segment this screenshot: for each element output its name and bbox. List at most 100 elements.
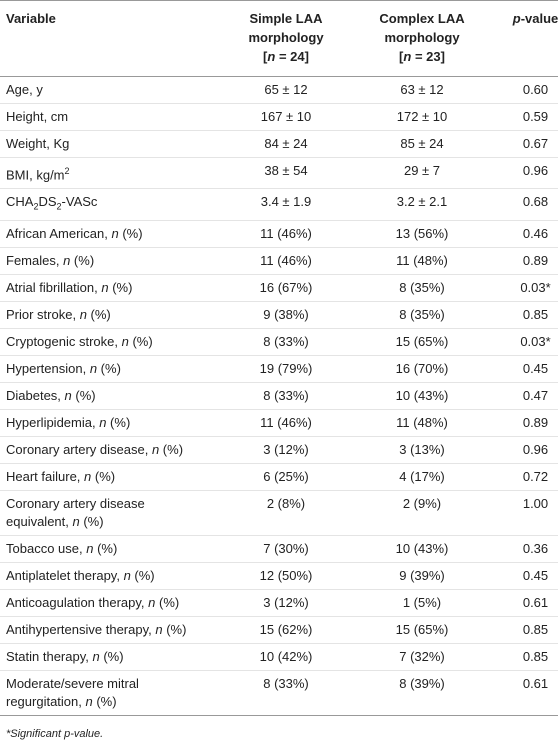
value-cell: 3.2 ± 2.1: [355, 188, 489, 221]
value-cell: 0.59: [489, 103, 558, 131]
table-row: BMI, kg/m2 38 ± 54 29 ± 7 0.96: [0, 157, 558, 190]
text-run: 2: [56, 201, 62, 212]
table-row: CHA2DS2-VASc 3.4 ± 1.9 3.2 ± 2.1 0.68: [0, 188, 558, 221]
text-run: n: [121, 333, 129, 349]
text-run: morphology: [248, 30, 324, 45]
text-run: (%): [79, 513, 104, 529]
text-run: (%): [93, 540, 118, 556]
table-row: Hypertension, n (%) 19 (79%) 16 (70%) 0.45: [0, 355, 558, 383]
text-run: Hypertension,: [6, 360, 90, 376]
value-cell: 0.89: [489, 409, 558, 437]
text-run: Heart failure,: [6, 468, 85, 484]
value-cell: 9 (39%): [355, 562, 489, 590]
value-cell: 0.85: [489, 616, 558, 644]
header-cell: Simple LAA morphology [n = 24]: [217, 0, 355, 77]
text-run: Tobacco use,: [6, 540, 87, 556]
value-cell: 3 (12%): [217, 436, 355, 464]
value-cell: 10 (43%): [355, 535, 489, 563]
text-run: n: [86, 540, 94, 556]
value-cell: 29 ± 7: [355, 157, 489, 190]
value-cell: 15 (65%): [355, 328, 489, 356]
variable-cell: Females, n (%): [0, 247, 217, 275]
value-cell: 11 (46%): [217, 220, 355, 248]
text-run: Variable: [6, 11, 56, 26]
text-run: Complex LAA: [379, 11, 465, 26]
value-cell: 1 (5%): [355, 589, 489, 617]
value-cell: 0.47: [489, 382, 558, 410]
text-run: (%): [118, 225, 143, 241]
value-cell: 10 (42%): [217, 643, 355, 671]
header-cell: Complex LAA morphology [n = 23]: [355, 0, 489, 77]
value-cell: 7 (30%): [217, 535, 355, 563]
text-run: (%): [130, 567, 155, 583]
text-run: Weight, Kg: [6, 136, 70, 151]
value-cell: 0.96: [489, 157, 558, 190]
table-row: Antihypertensive therapy, n (%) 15 (62%) 1…: [0, 616, 558, 644]
table-row: Hyperlipidemia, n (%) 11 (46%) 11 (48%) 0.8…: [0, 409, 558, 437]
variable-cell: Weight, Kg: [0, 130, 217, 158]
text-run: Atrial fibrillation,: [6, 279, 102, 295]
text-run: Age, y: [6, 82, 43, 97]
table-row: African American, n (%) 11 (46%) 13 (56%) 0…: [0, 220, 558, 248]
text-run: Females,: [6, 252, 64, 268]
variable-cell: Coronary artery disease equivalent, n (%…: [0, 490, 217, 536]
table-row: Females, n (%) 11 (46%) 11 (48%) 0.89: [0, 247, 558, 275]
table-body: Age, y 65 ± 12 63 ± 12 0.60 Height, cm 167 ± …: [0, 76, 558, 716]
text-run: -VASc: [61, 194, 98, 210]
text-run: CHA: [6, 194, 34, 210]
value-cell: 16 (70%): [355, 355, 489, 383]
value-cell: 3 (12%): [217, 589, 355, 617]
variable-cell: Heart failure, n (%): [0, 463, 217, 491]
text-run: (%): [162, 621, 187, 637]
variable-cell: Hyperlipidemia, n (%): [0, 409, 217, 437]
value-cell: 11 (46%): [217, 409, 355, 437]
text-run: -value: [520, 11, 558, 26]
value-cell: 0.96: [489, 436, 558, 464]
text-run: BMI, kg/m: [6, 167, 65, 183]
value-cell: 11 (48%): [355, 247, 489, 275]
value-cell: 0.03*: [489, 274, 558, 302]
value-cell: 16 (67%): [217, 274, 355, 302]
header-row: Variable Simple LAA morphology [n = 24] Comp…: [0, 0, 558, 77]
text-run: Antiplatelet therapy,: [6, 567, 124, 583]
value-cell: 65 ± 12: [217, 76, 355, 104]
text-run: (%): [99, 648, 124, 664]
value-cell: 6 (25%): [217, 463, 355, 491]
value-cell: 11 (48%): [355, 409, 489, 437]
value-cell: 0.46: [489, 220, 558, 248]
text-run: p: [512, 11, 521, 26]
text-run: n: [403, 49, 412, 64]
variable-cell: Coronary artery disease, n (%): [0, 436, 217, 464]
text-run: Coronary artery disease,: [6, 441, 152, 457]
text-run: 2: [64, 166, 70, 176]
variable-cell: Atrial fibrillation, n (%): [0, 274, 217, 302]
header-line: [n = 24]: [223, 47, 349, 66]
value-cell: 172 ± 10: [355, 103, 489, 131]
table-row: Coronary artery disease, n (%) 3 (12%) 3 (…: [0, 436, 558, 464]
variable-cell: CHA2DS2-VASc: [0, 188, 217, 221]
text-run: African American,: [6, 225, 112, 241]
text-run: n: [148, 594, 156, 610]
variable-cell: Cryptogenic stroke, n (%): [0, 328, 217, 356]
footnote: *Significant p-value.: [6, 727, 104, 740]
text-run: n: [85, 693, 93, 709]
table-row: Diabetes, n (%) 8 (33%) 10 (43%) 0.47: [0, 382, 558, 410]
value-cell: 12 (50%): [217, 562, 355, 590]
text-run: n: [84, 468, 92, 484]
text-run: (%): [71, 387, 96, 403]
text-run: n: [64, 387, 72, 403]
text-run: n: [111, 225, 119, 241]
value-cell: 15 (65%): [355, 616, 489, 644]
table-row: Weight, Kg 84 ± 24 85 ± 24 0.67: [0, 130, 558, 158]
value-cell: 8 (33%): [217, 670, 355, 716]
text-run: 2: [33, 201, 39, 212]
value-cell: 8 (35%): [355, 274, 489, 302]
value-cell: 0.85: [489, 301, 558, 329]
variable-cell: Moderate/severe mitral regurgitation, n …: [0, 670, 217, 716]
value-cell: 13 (56%): [355, 220, 489, 248]
header-cell: Variable: [0, 0, 217, 77]
variable-cell: Prior stroke, n (%): [0, 301, 217, 329]
table-row: Prior stroke, n (%) 9 (38%) 8 (35%) 0.85: [0, 301, 558, 329]
value-cell: 1.00: [489, 490, 558, 536]
